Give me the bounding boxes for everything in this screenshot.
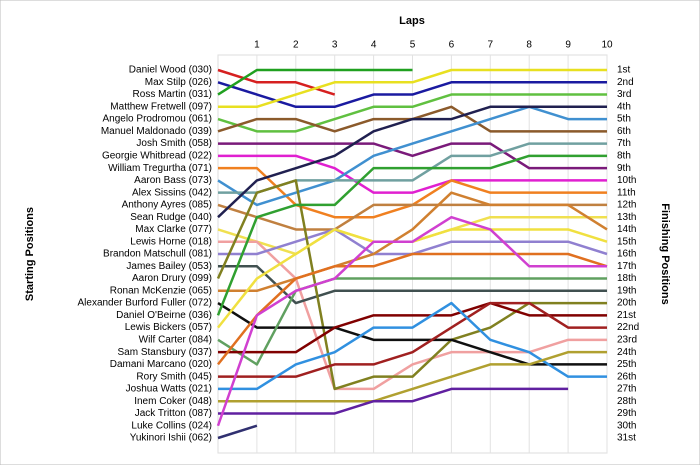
finish-label: 6th [617,126,631,137]
finish-label: 31st [617,433,636,444]
finish-label: 22nd [617,322,639,333]
series-line [217,105,607,207]
finish-label: 8th [617,151,631,162]
finish-label: 3rd [617,89,631,100]
series-line [216,215,607,427]
series-line [216,154,607,316]
series-line [218,301,607,378]
finish-label: 13th [617,212,636,223]
x-tick-label: 5 [410,40,416,51]
start-label: Joshua Watts (021) [126,384,212,395]
series-line [218,154,607,194]
finish-label: 17th [617,261,636,272]
finish-label: 11th [617,187,636,198]
start-label: Ronan McKenzie (065) [110,285,212,296]
x-tick-label: 9 [565,40,571,51]
series-line [218,301,607,354]
finish-label: 23rd [617,335,637,346]
finish-label: 1st [617,65,631,76]
x-tick-label: 1 [254,40,260,51]
series-line [218,240,607,391]
y2-axis-title: Finishing Positions [659,203,671,304]
series-line [217,277,607,366]
start-label: Brandon Matschull (081) [103,249,212,260]
start-label: Rory Smith (045) [136,371,212,382]
series-line [217,68,413,96]
start-label: Lewis Bickers (057) [125,322,212,333]
x-tick-label: 8 [526,40,532,51]
start-label: Alexander Burford Fuller (072) [77,298,212,309]
x-tick-label: 3 [332,40,338,51]
start-label: Aaron Bass (073) [134,175,212,186]
series-line [218,350,607,403]
finish-label: 12th [617,200,636,211]
y-axis-title: Starting Positions [24,207,36,301]
finish-label: 16th [617,249,636,260]
start-label: Daniel Wood (030) [129,65,212,76]
series-line [218,68,607,109]
start-label: James Bailey (053) [126,261,212,272]
finish-label: 21st [617,310,636,321]
x-axis-title: Laps [399,15,425,27]
finish-label: 5th [617,114,631,125]
finish-label: 26th [617,371,636,382]
finish-label: 10th [617,175,636,186]
start-label: Max Stilp (026) [145,77,212,88]
series-line [217,81,607,109]
finish-label: 9th [617,163,631,174]
start-label: Angelo Prodromou (061) [102,114,212,125]
finish-label: 2nd [617,77,634,88]
finish-label: 4th [617,101,631,112]
start-label: Sean Rudge (040) [130,212,212,223]
start-label: Aaron Drury (099) [132,273,212,284]
series-line [218,387,569,415]
x-tick-label: 2 [293,40,299,51]
finish-label: 24th [617,347,636,358]
finish-label: 27th [617,384,636,395]
finish-label: 20th [617,298,636,309]
series-line [217,302,607,366]
finish-label: 28th [617,396,636,407]
start-label: Daniel O'Beirne (036) [116,310,212,321]
start-label: Josh Smith (058) [136,138,212,149]
start-label: Manuel Maldonado (039) [101,126,212,137]
series-line [217,424,258,440]
x-tick-label: 10 [601,40,613,51]
finish-label: 30th [617,420,636,431]
finish-label: 7th [617,138,631,149]
x-tick-label: 6 [449,40,455,51]
series-line [217,105,607,219]
finish-label: 14th [617,224,636,235]
start-label: Sam Stansbury (037) [118,347,213,358]
finish-label: 18th [617,273,636,284]
series-line [216,179,607,391]
start-label: Damani Marcano (020) [110,359,212,370]
start-label: Inem Coker (048) [134,396,212,407]
start-label: Luke Collins (024) [131,420,212,431]
series-line [218,191,608,293]
series-line [217,93,607,133]
start-label: William Tregurtha (071) [108,163,212,174]
start-label: Wilf Carter (084) [139,335,212,346]
start-label: Yukinori Ishii (062) [130,433,212,444]
start-label: Jack Tritton (087) [135,408,212,419]
start-label: Lewis Horne (018) [130,236,212,247]
finish-label: 19th [617,285,636,296]
start-label: Max Clarke (077) [135,224,212,235]
finish-label: 25th [617,359,636,370]
finish-label: 29th [617,408,636,419]
start-label: Matthew Fretwell (097) [110,101,212,112]
start-label: Alex Sissins (042) [132,187,212,198]
series-line [217,252,608,366]
series-line [218,142,607,170]
x-tick-label: 4 [371,40,377,51]
start-label: Anthony Ayres (085) [122,200,212,211]
x-tick-label: 7 [488,40,494,51]
start-label: Georgie Whitbread (022) [102,151,212,162]
start-label: Ross Martin (031) [133,89,212,100]
finish-label: 15th [617,236,636,247]
